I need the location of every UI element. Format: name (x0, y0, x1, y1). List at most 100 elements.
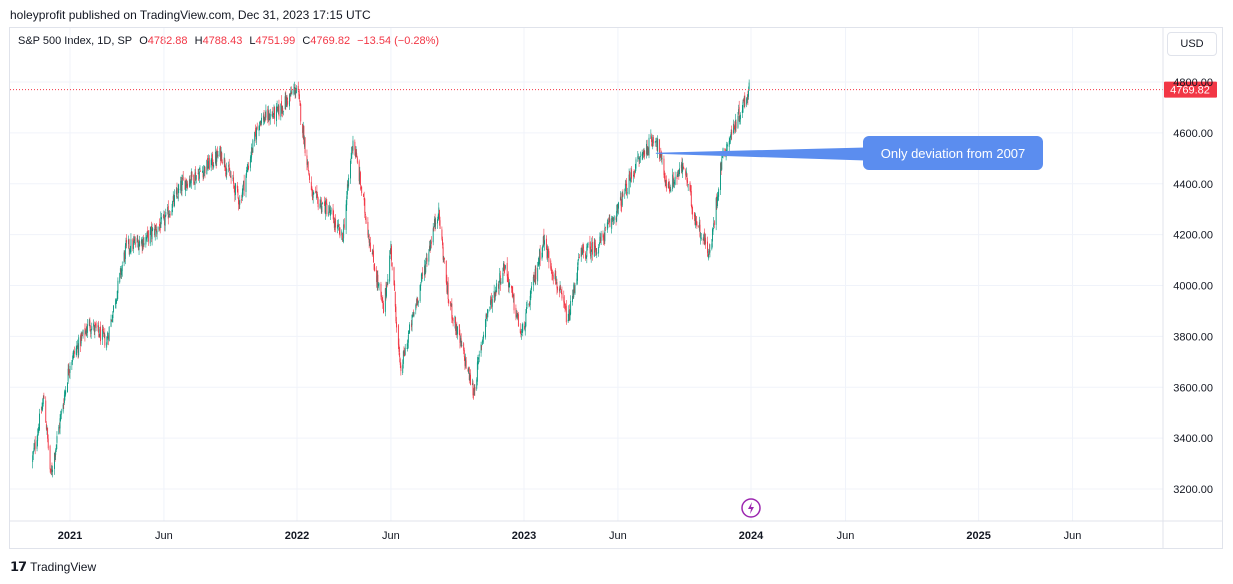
candle-body (238, 197, 239, 205)
candle-body (402, 351, 404, 364)
candle-body (325, 202, 327, 205)
candle-body (582, 248, 583, 255)
candle-body (526, 304, 528, 306)
candle-body (551, 271, 553, 274)
candle-body (371, 252, 373, 255)
candle-body (267, 108, 269, 120)
candle-body (200, 170, 202, 172)
candle-body (155, 227, 157, 228)
candle-body (180, 183, 182, 191)
footer-brand[interactable]: 𝟭𝟳 TradingView (10, 559, 96, 575)
candle-body (125, 240, 127, 246)
candle-body (106, 336, 108, 340)
candle-body (259, 120, 261, 123)
candle-body (220, 150, 222, 159)
candle-body (306, 155, 308, 165)
candle-body (608, 220, 610, 223)
candle-body (481, 340, 483, 345)
candle-body (652, 137, 654, 146)
candle-body (171, 209, 173, 216)
candle-body (698, 226, 700, 228)
tradingview-logo-icon: 𝟭𝟳 (10, 559, 27, 574)
candle-body (107, 337, 109, 339)
candle-body (117, 280, 119, 294)
callout-box[interactable] (863, 136, 1043, 170)
candle-body (320, 199, 322, 211)
candle-body (661, 158, 663, 159)
candle-body (733, 124, 735, 128)
candle-body (298, 92, 300, 96)
candle-body (595, 245, 596, 251)
candle-body (656, 140, 657, 142)
candle-body (382, 303, 384, 314)
candle-body (731, 130, 733, 135)
candle-body (654, 141, 656, 143)
candle-body (647, 147, 649, 156)
candle-body (177, 196, 179, 198)
candle-body (195, 171, 197, 181)
candle-body (234, 183, 236, 195)
candle-body (567, 319, 569, 322)
candle-body (185, 179, 187, 185)
candle-body (190, 172, 192, 183)
candle-body (241, 192, 243, 199)
candle-body (487, 309, 489, 314)
candle-body (409, 324, 411, 334)
candle-body (583, 249, 585, 253)
candle-body (534, 269, 536, 282)
candle-body (512, 292, 514, 296)
candle-body (60, 410, 62, 415)
currency-button[interactable]: USD (1167, 32, 1217, 56)
candle-body (406, 348, 408, 349)
x-tick-label: Jun (155, 530, 173, 542)
candle-body (247, 167, 249, 170)
candle-body (499, 273, 501, 282)
candle-body (329, 209, 331, 214)
candle-body (512, 295, 514, 297)
candle-body (39, 413, 40, 430)
candle-body (190, 181, 192, 184)
candle-body (457, 326, 458, 335)
candle-body (417, 300, 419, 304)
candle-body (363, 193, 364, 198)
y-tick-label: 3200.00 (1173, 484, 1213, 496)
candle-body (402, 364, 404, 373)
candle-body (413, 312, 415, 317)
candle-body (317, 197, 319, 208)
candle-body (282, 108, 284, 113)
candle-body (284, 96, 286, 110)
candle-body (312, 193, 314, 198)
candle-body (521, 333, 522, 335)
open-label: O (139, 35, 148, 47)
candle-body (203, 170, 205, 177)
candle-body (381, 295, 383, 297)
candle-body (347, 184, 349, 186)
candle-body (420, 283, 422, 286)
candle-body (404, 347, 406, 355)
candle-body (672, 174, 674, 190)
y-tick-label: 3800.00 (1173, 331, 1213, 343)
candle-body (631, 169, 633, 179)
candle-body (659, 153, 661, 158)
candle-body (595, 249, 597, 252)
candle-body (394, 283, 396, 291)
candle-body (651, 136, 652, 142)
candle-body (332, 208, 334, 215)
candle-body (101, 329, 103, 340)
candle-body (154, 226, 156, 237)
candle-body (504, 265, 506, 269)
candle-body (467, 369, 469, 372)
candle-body (470, 374, 471, 385)
candle-body (398, 344, 400, 352)
candle-body (52, 469, 54, 472)
candle-body (395, 306, 397, 321)
candle-body (598, 244, 600, 246)
candle-body (565, 307, 567, 309)
candle-body (47, 427, 49, 439)
candle-body (569, 312, 571, 320)
candle-body (219, 147, 221, 156)
candle-body (729, 138, 731, 143)
candle-body (32, 455, 34, 463)
candle-body (361, 186, 363, 194)
